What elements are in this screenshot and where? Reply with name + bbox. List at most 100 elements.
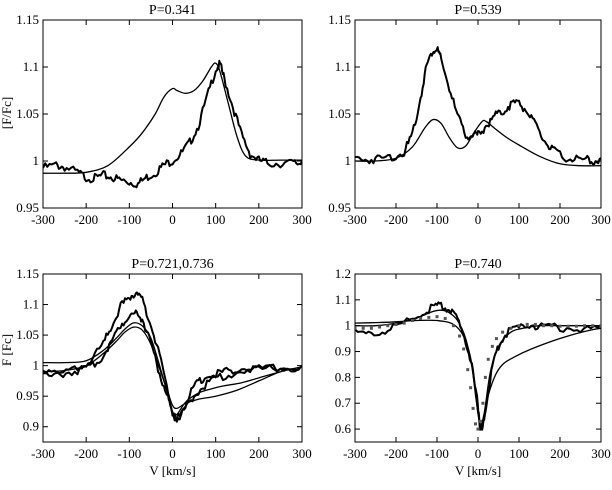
data-point [369,326,373,330]
x-tick-label: 200 [550,212,570,227]
x-tick-label: -300 [31,446,55,461]
series-group [43,291,302,423]
y-tick-label: 1 [33,358,40,373]
data-point [474,422,478,426]
x-tick-label: 200 [249,446,269,461]
series-group [355,301,601,431]
data-point [355,326,357,330]
y-axis-label-top: [F/Fc] [0,97,14,130]
data-point [481,401,485,405]
x-tick-label: 200 [550,446,570,461]
y-tick-label: 1.05 [16,327,39,342]
data-point [378,325,382,329]
data-point [566,324,570,328]
y-tick-label: 0.95 [16,388,39,403]
data-point [525,322,529,326]
data-point [533,322,537,326]
y-tick-label: 1.05 [16,106,39,121]
data-point [591,324,595,328]
x-tick-label: -100 [117,446,141,461]
plot-frame [42,19,303,209]
x-tick-label: 300 [591,446,611,461]
x-tick-label: -100 [117,212,141,227]
plot-frame [42,273,303,443]
series-line [43,62,302,174]
data-point [462,347,466,351]
x-tick-label: 0 [475,446,482,461]
series-line [355,118,601,167]
x-tick-label: 300 [292,446,312,461]
x-tick-label: 100 [509,446,529,461]
series-line [43,59,302,189]
data-point [469,386,473,390]
y-tick-label: 1.2 [335,266,351,281]
y-tick-label: 1.05 [328,106,351,121]
data-point [386,324,390,328]
data-point [490,344,494,348]
panel-title: P=0.740 [454,257,501,272]
panel-1: P=0.341 -300 -200 -100 0 100 200 300 0.95 1 1.05 1.… [16,3,312,227]
data-point [361,326,365,330]
y-tick-label: 0.7 [335,395,352,410]
y-tick-label: 1.1 [335,59,351,74]
data-point [501,330,505,334]
data-point [574,324,578,328]
x-tick-label: -200 [384,446,408,461]
x-tick-label: 0 [169,446,176,461]
y-tick-label: 1.15 [328,12,351,27]
data-point [394,322,398,326]
data-point [476,427,480,431]
y-tick-label: 0.9 [23,419,39,434]
data-point [435,315,439,319]
data-point [451,324,455,328]
data-point [402,321,406,325]
data-point [486,357,490,361]
series-line [43,322,302,416]
data-point [478,419,482,423]
data-point [599,324,601,328]
plot-frame [354,19,602,209]
series-line [355,46,601,166]
series-line [355,319,601,430]
y-tick-label: 1 [33,153,40,168]
y-tick-label: 0.9 [335,344,351,359]
series-line [43,291,302,421]
x-tick-label: 100 [206,212,226,227]
x-tick-label: 200 [249,212,269,227]
y-tick-label: 1.15 [16,12,39,27]
panel-title: P=0.341 [149,3,196,18]
data-point [410,319,414,323]
panel-2: P=0.539 -300 -200 -100 0 100 200 300 0.95 1 1.05 1.… [328,3,611,227]
y-tick-label: 1.15 [16,266,39,281]
data-point [558,324,562,328]
data-point [509,326,513,330]
data-point [517,324,521,328]
data-point [427,315,431,319]
series-line [43,309,302,423]
y-tick-label: 0.8 [335,369,351,384]
x-tick-label: 300 [292,212,312,227]
y-tick-label: 1.1 [23,59,39,74]
panel-4: P=0.740 -300 -200 -100 0 100 200 300 0.6 0.7 0.8 0.… [335,257,611,478]
x-tick-label: 300 [591,212,611,227]
x-tick-label: -300 [343,212,367,227]
data-point [419,316,423,320]
data-point [550,324,554,328]
chart-grid: P=0.341-300 -200 -100 0 100 200 3000.9511.051.… [16,3,611,478]
x-tick-label: -100 [425,446,449,461]
y-tick-label: 1.1 [335,292,351,307]
y-tick-label: 1 [345,318,352,333]
data-point [494,337,498,341]
panel-title: P=0.539 [454,3,501,18]
x-tick-label: -200 [74,212,98,227]
series-group [355,46,601,167]
x-tick-label: 100 [509,212,529,227]
data-point [443,316,447,320]
y-tick-label: 1 [345,153,352,168]
x-tick-label: 0 [169,212,176,227]
x-tick-label: -300 [31,212,55,227]
y-axis-label-bottom: F [Fc] [0,334,14,366]
data-point [483,375,487,379]
data-point [471,406,475,410]
